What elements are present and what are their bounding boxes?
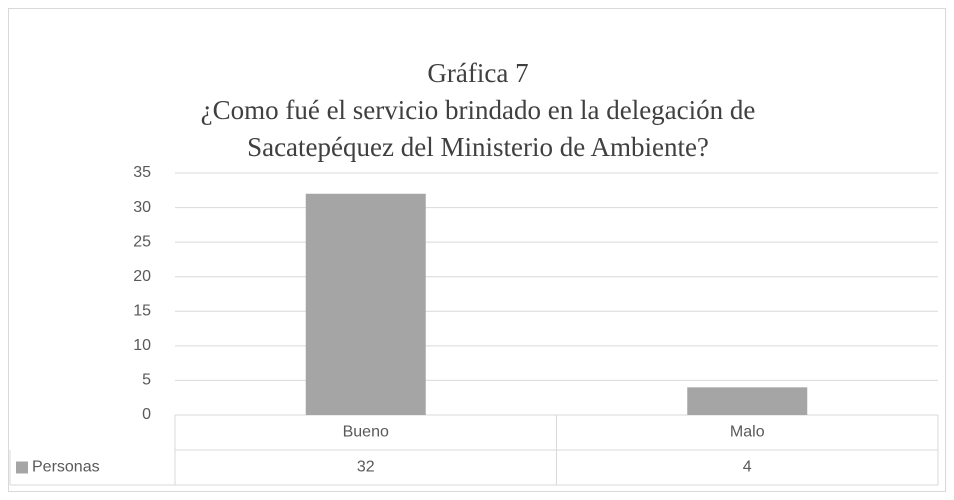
y-tick-label: 0	[142, 406, 151, 423]
y-tick-label: 25	[133, 233, 151, 250]
chart-title: Sacatepéquez del Ministerio de Ambiente?	[247, 132, 709, 162]
y-tick-label: 5	[142, 372, 151, 389]
bar	[687, 387, 808, 415]
table-value: 4	[743, 459, 752, 476]
y-tick-label: 15	[133, 303, 151, 320]
legend-key	[16, 461, 28, 474]
chart-title: Gráfica 7	[427, 58, 528, 88]
x-tick-label: Bueno	[343, 424, 389, 441]
table-value: 32	[357, 459, 375, 476]
chart-title: ¿Como fué el servicio brindado en la del…	[201, 95, 756, 125]
y-tick-label: 35	[133, 164, 151, 181]
x-tick-label: Malo	[730, 424, 765, 441]
y-tick-label: 10	[133, 337, 151, 354]
bar	[305, 193, 426, 415]
y-tick-label: 30	[133, 199, 151, 216]
legend-label: Personas	[32, 459, 100, 476]
y-tick-label: 20	[133, 268, 151, 285]
